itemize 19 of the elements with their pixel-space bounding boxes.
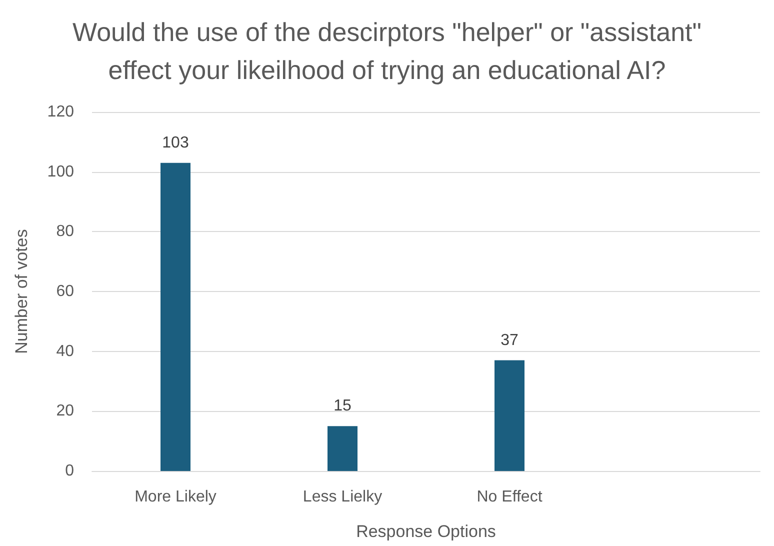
y-tick-label: 0 bbox=[65, 462, 74, 480]
x-tick-label: No Effect bbox=[476, 488, 543, 506]
y-axis-title: Number of votes bbox=[12, 229, 31, 354]
data-label: 15 bbox=[334, 398, 352, 415]
y-tick-label: 100 bbox=[47, 163, 74, 180]
data-label: 103 bbox=[162, 134, 189, 152]
x-tick-label: More Likely bbox=[134, 488, 216, 506]
y-tick-label: 40 bbox=[56, 342, 74, 360]
bar bbox=[494, 360, 524, 471]
y-tick-label: 20 bbox=[56, 402, 74, 420]
bar bbox=[328, 426, 358, 471]
chart-title: Would the use of the descirptors "helper" or "assistant" effect your likeilhood of trying an educational AI? bbox=[72, 17, 702, 85]
bar bbox=[160, 162, 190, 471]
x-axis-title: Response Options bbox=[356, 522, 496, 541]
x-tick-label: Less Lielky bbox=[302, 488, 382, 506]
y-tick-label: 80 bbox=[56, 223, 74, 240]
y-tick-label: 60 bbox=[56, 283, 74, 300]
y-tick-label: 120 bbox=[47, 104, 74, 120]
data-label: 37 bbox=[500, 332, 518, 349]
